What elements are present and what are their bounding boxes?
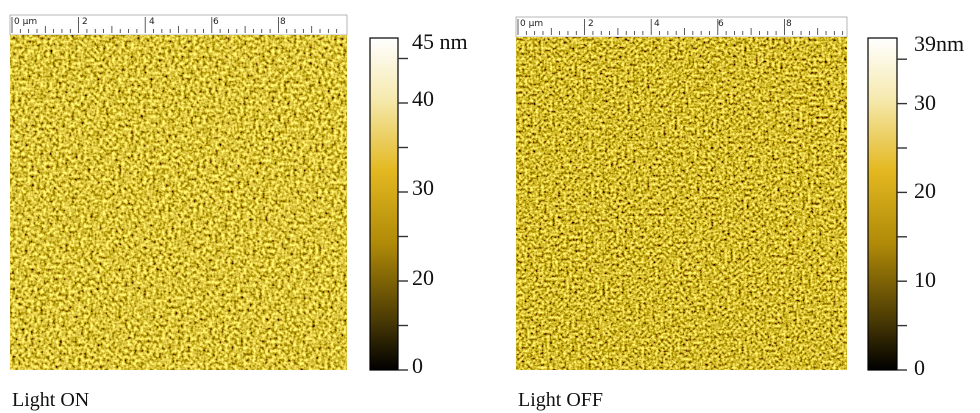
colorbar-label: 39nm (914, 31, 964, 56)
colorbar-label: 30 (914, 90, 936, 115)
afm-figure: 0 µm 2 4 6 8 45 nm 40 30 20 0 Light ON 0… (0, 0, 980, 413)
ruler-label: 6 (213, 17, 219, 27)
panel: 0 µm 2 4 6 8 45 nm 40 30 20 0 Light ON (10, 15, 468, 411)
colorbar (868, 38, 897, 370)
ruler-label: 2 (588, 19, 594, 29)
colorbar-label: 20 (914, 178, 936, 203)
panel: 0 µm 2 4 6 8 39nm 30 20 10 0 Light OFF (516, 17, 964, 411)
colorbar-ticks (398, 59, 408, 371)
ruler-label: 4 (654, 19, 660, 29)
ruler-label: 2 (82, 17, 88, 27)
ruler-label: 4 (149, 17, 155, 27)
colorbar-label: 20 (412, 265, 434, 290)
ruler-label: 8 (280, 17, 286, 27)
afm-image (516, 37, 847, 370)
ruler-label: 8 (786, 19, 792, 29)
ruler-label: 6 (718, 19, 724, 29)
ruler-bar (516, 17, 847, 37)
colorbar-label: 30 (412, 175, 434, 200)
colorbar-label: 0 (412, 353, 423, 378)
colorbar-label: 45 nm (412, 29, 468, 54)
colorbar-label: 10 (914, 267, 936, 292)
ruler-label: 0 µm (14, 17, 37, 27)
ruler-label: 0 µm (520, 19, 543, 29)
colorbar (370, 38, 398, 370)
caption: Light ON (12, 389, 89, 411)
colorbar-label: 40 (412, 86, 434, 111)
colorbar-ticks (897, 59, 907, 370)
caption: Light OFF (518, 389, 603, 411)
colorbar-label: 0 (914, 355, 925, 380)
afm-image (10, 35, 347, 370)
